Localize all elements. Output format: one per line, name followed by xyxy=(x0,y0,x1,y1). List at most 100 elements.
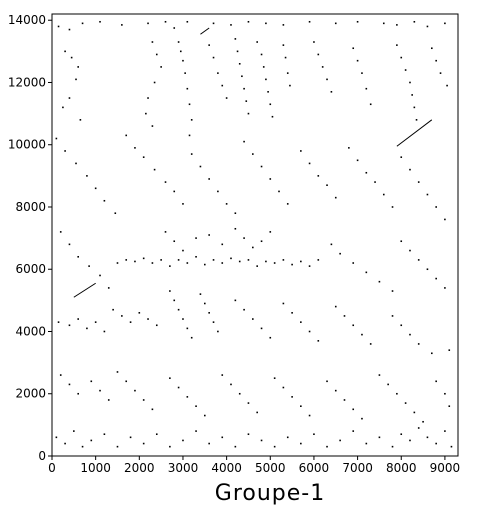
data-point xyxy=(190,119,193,121)
data-point xyxy=(179,50,182,53)
data-point xyxy=(125,259,128,261)
data-point xyxy=(313,41,315,43)
data-point xyxy=(155,324,158,327)
data-point xyxy=(116,262,119,264)
data-point xyxy=(286,436,289,439)
data-point xyxy=(409,81,411,84)
data-point xyxy=(278,190,280,193)
data-point xyxy=(426,436,429,439)
data-point xyxy=(134,389,136,392)
data-point xyxy=(125,134,128,137)
data-point xyxy=(378,374,381,376)
data-point xyxy=(435,442,437,445)
x-tick-label: 0 xyxy=(48,461,56,475)
data-point xyxy=(212,259,215,261)
data-point xyxy=(177,386,180,389)
data-point xyxy=(188,103,191,106)
data-point xyxy=(160,66,162,68)
data-point xyxy=(265,22,267,25)
data-point xyxy=(182,249,184,252)
data-point xyxy=(400,324,403,327)
data-point xyxy=(55,436,58,439)
data-point xyxy=(77,255,79,258)
data-point xyxy=(391,290,394,292)
data-point xyxy=(221,84,224,87)
data-point xyxy=(234,227,237,230)
data-point xyxy=(221,436,224,439)
data-point xyxy=(64,442,66,445)
x-tick-label: 4000 xyxy=(211,461,242,475)
data-point xyxy=(230,383,232,386)
data-point xyxy=(382,22,385,25)
data-point xyxy=(330,91,333,93)
data-point xyxy=(400,240,403,243)
data-point xyxy=(243,237,245,239)
y-tick-label: 6000 xyxy=(15,262,46,276)
data-point xyxy=(153,168,156,171)
data-point xyxy=(339,439,341,442)
data-point xyxy=(182,439,184,442)
data-point xyxy=(417,427,420,429)
data-point xyxy=(444,430,446,432)
data-point xyxy=(426,268,429,271)
data-point xyxy=(225,203,228,205)
y-tick-label: 0 xyxy=(38,449,46,463)
y-tick-label: 14000 xyxy=(8,13,46,27)
data-point xyxy=(409,333,411,336)
data-point xyxy=(352,430,355,432)
data-point xyxy=(317,259,320,261)
data-point xyxy=(204,263,206,266)
data-point xyxy=(339,252,341,255)
data-point xyxy=(417,343,420,345)
data-point xyxy=(151,125,154,127)
data-point xyxy=(343,399,346,401)
data-point xyxy=(387,383,389,386)
data-point xyxy=(247,433,250,436)
data-point xyxy=(86,175,88,177)
data-point xyxy=(273,262,276,264)
data-point xyxy=(291,263,293,266)
data-point xyxy=(361,72,363,74)
data-point xyxy=(286,72,289,74)
data-point xyxy=(343,315,346,317)
data-point xyxy=(64,150,66,152)
data-point xyxy=(365,87,368,90)
data-point xyxy=(145,112,147,115)
data-point xyxy=(77,392,79,395)
data-point xyxy=(282,44,285,46)
data-point xyxy=(282,302,285,305)
data-point xyxy=(177,308,180,311)
data-point xyxy=(321,66,324,68)
data-point xyxy=(247,20,250,23)
data-point xyxy=(369,343,372,345)
data-point xyxy=(317,175,320,177)
data-point xyxy=(404,69,407,71)
data-point xyxy=(409,439,411,442)
plot-frame xyxy=(51,13,459,457)
data-point xyxy=(448,349,451,351)
data-point xyxy=(409,168,411,171)
data-point xyxy=(300,150,302,152)
data-point xyxy=(134,260,136,263)
data-point xyxy=(177,259,180,261)
data-point xyxy=(417,181,420,183)
data-point xyxy=(435,59,437,62)
data-point xyxy=(241,75,243,78)
data-point xyxy=(417,259,420,261)
data-point xyxy=(317,340,320,342)
data-point xyxy=(212,321,215,323)
data-point xyxy=(282,259,285,261)
data-point xyxy=(182,203,184,205)
data-point xyxy=(273,445,276,448)
data-point xyxy=(435,277,437,280)
data-point xyxy=(238,392,241,395)
data-point xyxy=(400,433,403,436)
data-point xyxy=(260,439,263,442)
data-point xyxy=(204,414,206,417)
data-point xyxy=(99,274,101,277)
data-point xyxy=(75,162,77,165)
data-point xyxy=(138,312,141,314)
data-point xyxy=(273,377,276,379)
data-point xyxy=(142,156,145,158)
data-point xyxy=(291,396,293,398)
